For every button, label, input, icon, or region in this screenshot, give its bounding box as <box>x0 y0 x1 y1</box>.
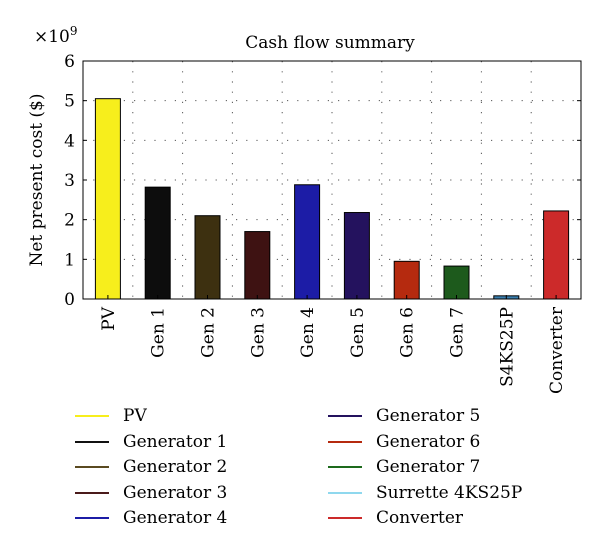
x-tick-label: Gen 6 <box>398 307 418 358</box>
bars <box>94 98 570 300</box>
y-tick-label: 3 <box>64 171 75 191</box>
legend-swatch <box>75 517 109 519</box>
legend-swatch <box>328 517 362 519</box>
x-tick-label: Gen 7 <box>448 307 468 358</box>
x-ticks: PV Gen 1 Gen 2 Gen 3 Gen 4 Gen 5 Gen 6 Gen 7 S4K… <box>99 295 567 394</box>
legend-item: Generator 1 <box>75 431 227 453</box>
bar-gen-3 <box>244 231 271 300</box>
legend-swatch <box>328 415 362 417</box>
legend-label: Generator 3 <box>123 482 228 503</box>
legend-swatch <box>75 415 109 417</box>
y-tick-label: 5 <box>64 92 75 112</box>
legend-label: Generator 2 <box>123 457 228 477</box>
bar-pv <box>94 98 121 300</box>
legend-item: Converter <box>328 507 463 529</box>
legend-item: Generator 3 <box>75 482 227 504</box>
x-tick-label: Gen 3 <box>248 307 268 358</box>
legend-swatch <box>75 466 109 468</box>
bar-gen-6 <box>393 260 420 300</box>
legend-item: Surrette 4KS25P <box>328 482 522 504</box>
x-tick-label: S4KS25P <box>497 307 517 387</box>
bar-gen-1 <box>144 186 171 300</box>
legend-swatch <box>328 466 362 468</box>
y-tick-label: 6 <box>64 52 75 72</box>
y-axis-label: Net present cost ($) <box>27 93 47 266</box>
y-tick-label: 4 <box>64 131 75 151</box>
y-axis-multiplier: ×109 <box>34 24 78 47</box>
plot-frame <box>82 60 582 300</box>
legend-item: Generator 4 <box>75 507 227 529</box>
y-tick-label: 1 <box>64 250 75 270</box>
legend-label: Generator 7 <box>376 457 481 477</box>
legend: PV Generator 1 Generator 2 Generator 3 Gener… <box>0 400 600 540</box>
x-tick-label: Converter <box>547 306 567 394</box>
legend-label: Generator 6 <box>376 431 481 452</box>
legend-label: Converter <box>376 508 464 528</box>
legend-swatch <box>328 440 362 443</box>
multiplier-base: ×10 <box>34 27 70 47</box>
bar-gen-2 <box>194 215 221 300</box>
legend-label: Generator 4 <box>123 508 228 528</box>
legend-label: Surrette 4KS25P <box>376 482 523 503</box>
y-ticks: 0 1 2 3 4 5 6 <box>64 52 581 310</box>
y-tick-label: 2 <box>64 211 75 231</box>
legend-item: Generator 7 <box>328 456 480 478</box>
legend-item: Generator 2 <box>75 456 227 478</box>
chart-title: Cash flow summary <box>245 33 415 53</box>
legend-swatch <box>75 491 109 494</box>
legend-swatch <box>328 491 362 494</box>
legend-label: Generator 5 <box>376 406 481 426</box>
bar-gen-4 <box>294 184 321 300</box>
legend-label: Generator 1 <box>123 431 228 452</box>
x-tick-label: Gen 4 <box>298 307 318 358</box>
x-tick-label: Gen 1 <box>149 307 169 358</box>
legend-item: Generator 5 <box>328 405 480 427</box>
multiplier-exponent: 9 <box>70 24 78 38</box>
x-tick-label: Gen 2 <box>199 307 219 358</box>
bar-converter <box>543 210 570 300</box>
bar-gen-7 <box>443 265 470 300</box>
y-tick-label: 0 <box>64 290 75 310</box>
legend-item: Generator 6 <box>328 431 480 453</box>
cash-flow-chart: Cash flow summary ×109 Net present cost … <box>27 24 582 394</box>
legend-label: PV <box>123 406 147 426</box>
legend-swatch <box>75 440 109 443</box>
x-tick-label: PV <box>99 306 119 330</box>
legend-item: PV <box>75 405 147 427</box>
x-tick-label: Gen 5 <box>348 307 368 358</box>
bar-gen-5 <box>343 212 370 300</box>
